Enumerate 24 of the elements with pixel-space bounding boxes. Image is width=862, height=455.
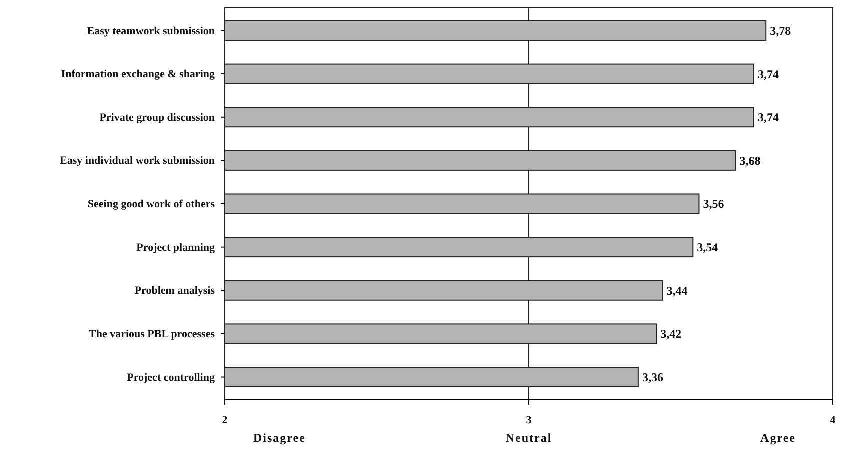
x-tick-label: 2 — [222, 414, 228, 426]
data-label: 3,74 — [758, 110, 779, 125]
data-label: 3,54 — [697, 240, 718, 255]
text: Neutral — [506, 431, 552, 445]
y-tick-label: Project planning — [136, 242, 216, 254]
y-tick-label: Problem analysis — [134, 285, 216, 298]
x-tick-label: 3 — [526, 414, 532, 426]
y-tick-label: Seeing good work of others — [88, 198, 216, 211]
text: Disagree — [254, 431, 306, 445]
y-tick-label: Project controlling — [127, 372, 216, 384]
y-tick-label: Private group discussion — [100, 112, 215, 124]
data-label: 3,74 — [758, 67, 779, 82]
data-label: 3,68 — [740, 154, 761, 168]
data-label: 3,44 — [666, 284, 688, 298]
text: Agree — [760, 431, 796, 445]
y-tick-label: The various PBL processes — [88, 328, 216, 340]
data-label: 3,78 — [770, 24, 792, 38]
x-tick-label: 4 — [830, 414, 836, 426]
data-label: 3,56 — [703, 197, 724, 212]
data-label: 3,42 — [660, 327, 682, 342]
y-tick-label: Easy individual work submission — [60, 155, 215, 168]
data-label: 3,36 — [642, 370, 664, 384]
y-tick-label: Information exchange & sharing — [61, 68, 216, 81]
y-tick-label: Easy teamwork submission — [87, 25, 215, 38]
